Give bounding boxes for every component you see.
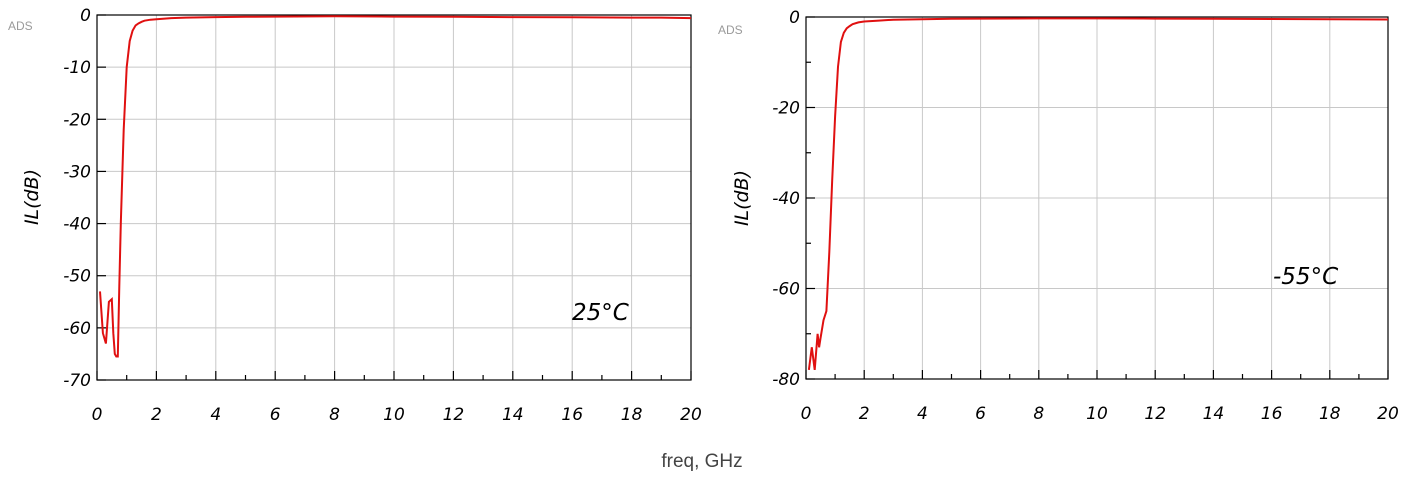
x-axis-label: freq, GHz <box>661 451 742 472</box>
series-line <box>99 15 692 358</box>
y-tick-label: -20 <box>63 110 91 130</box>
plot-frame <box>96 14 692 381</box>
x-tick-label: 6 <box>270 405 281 425</box>
y-tick-label: -60 <box>772 280 800 300</box>
x-tick-label: 0 <box>801 404 812 424</box>
chart-panel-25c: ADS 0 2 4 6 8 10 12 14 16 18 20 0 -10 -20 -30 -40 -50 -60… <box>8 6 702 425</box>
x-tick-label: 12 <box>443 405 465 425</box>
x-tick-label: 10 <box>383 405 405 425</box>
x-tick-label: 18 <box>621 405 643 425</box>
x-tick-label: 4 <box>210 405 221 425</box>
x-tick-label: 10 <box>1086 404 1108 424</box>
x-tick-label: 8 <box>1033 404 1044 424</box>
y-tick-label: -40 <box>772 189 800 209</box>
x-tick-label: 2 <box>151 405 162 425</box>
x-tick-label: 6 <box>975 404 986 424</box>
ads-watermark: ADS <box>8 19 33 33</box>
y-axis-label: IL(dB) <box>21 169 43 225</box>
y-tick-label: -40 <box>63 215 91 235</box>
x-tick-label: 8 <box>329 405 340 425</box>
x-tick-label: 14 <box>1203 404 1225 424</box>
x-tick-label: 2 <box>859 404 870 424</box>
temperature-annotation: -55°C <box>1273 264 1338 290</box>
y-tick-label: -20 <box>772 99 800 119</box>
x-tick-label: 20 <box>680 405 702 425</box>
chart-panel-minus55c: ADS 0 2 4 6 8 10 12 14 16 18 20 0 -20 -40 -60 -80 IL(dB… <box>718 8 1399 424</box>
y-tick-label: -80 <box>772 370 800 390</box>
y-tick-label: 0 <box>789 8 800 28</box>
y-axis-label: IL(dB) <box>731 170 753 226</box>
x-tick-label: 12 <box>1144 404 1166 424</box>
series-line <box>807 17 1389 371</box>
y-tick-label: 0 <box>80 6 91 26</box>
x-tick-label: 4 <box>917 404 928 424</box>
x-tick-label: 18 <box>1319 404 1341 424</box>
y-tick-label: -30 <box>63 162 91 182</box>
x-tick-label: 16 <box>561 405 583 425</box>
x-tick-label: 0 <box>92 405 103 425</box>
y-tick-label: -10 <box>63 58 91 78</box>
temperature-annotation: 25°C <box>572 300 629 326</box>
x-tick-label: 20 <box>1377 404 1399 424</box>
y-tick-label: -50 <box>63 267 91 287</box>
y-tick-label: -60 <box>63 319 91 339</box>
y-tick-label: -70 <box>63 371 91 391</box>
ads-watermark: ADS <box>718 23 743 37</box>
x-tick-label: 14 <box>502 405 524 425</box>
plot-frame <box>805 16 1389 380</box>
x-tick-label: 16 <box>1261 404 1283 424</box>
